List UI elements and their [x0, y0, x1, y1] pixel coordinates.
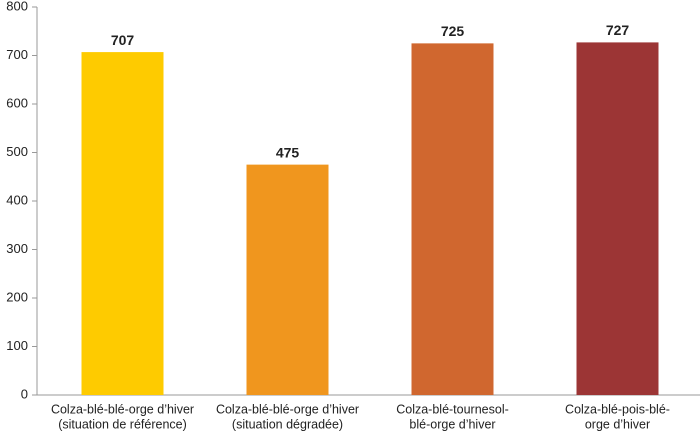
value-label: 707	[111, 32, 135, 48]
bar	[246, 164, 329, 395]
x-tick-label: Colza-blé-blé-orge d’hiver	[51, 402, 194, 416]
x-tick-label: (situation de référence)	[58, 417, 187, 431]
x-tick-label: blé-orge d’hiver	[409, 417, 495, 431]
bar	[411, 43, 494, 395]
y-tick-label: 400	[6, 192, 28, 207]
bar	[576, 42, 659, 395]
y-tick-label: 600	[6, 95, 28, 110]
x-tick-label: (situation dégradée)	[232, 417, 343, 431]
x-tick-label: Colza-blé-blé-orge d’hiver	[216, 402, 359, 416]
y-tick-label: 700	[6, 47, 28, 62]
y-tick-label: 300	[6, 241, 28, 256]
x-tick-label: Colza-blé-pois-blé-	[565, 402, 670, 416]
value-label: 475	[276, 144, 300, 160]
y-tick-label: 500	[6, 144, 28, 159]
y-tick-label: 200	[6, 289, 28, 304]
x-tick-label: orge d’hiver	[585, 417, 650, 431]
value-label: 725	[441, 23, 465, 39]
y-tick-label: 800	[6, 0, 28, 13]
y-tick-label: 100	[6, 338, 28, 353]
x-tick-label: Colza-blé-tournesol-	[396, 402, 509, 416]
value-label: 727	[606, 22, 630, 38]
bar	[81, 52, 164, 395]
y-tick-label: 0	[21, 386, 28, 401]
